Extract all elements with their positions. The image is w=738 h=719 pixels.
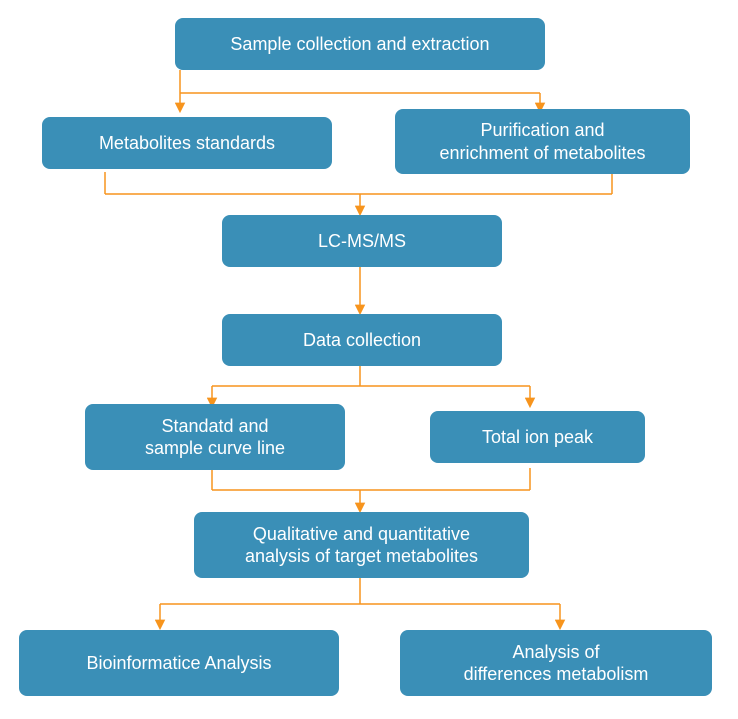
flow-node-n8: Qualitative and quantitativeanalysis of … [194, 512, 529, 578]
flow-node-n6: Standatd andsample curve line [85, 404, 345, 470]
flow-node-n9: Bioinformatice Analysis [19, 630, 339, 696]
flow-node-n7: Total ion peak [430, 411, 645, 463]
flow-node-n1: Sample collection and extraction [175, 18, 545, 70]
flow-node-n4: LC-MS/MS [222, 215, 502, 267]
flow-node-n5: Data collection [222, 314, 502, 366]
flow-node-n2: Metabolites standards [42, 117, 332, 169]
flow-node-n10: Analysis ofdifferences metabolism [400, 630, 712, 696]
flow-node-n3: Purification andenrichment of metabolite… [395, 109, 690, 174]
